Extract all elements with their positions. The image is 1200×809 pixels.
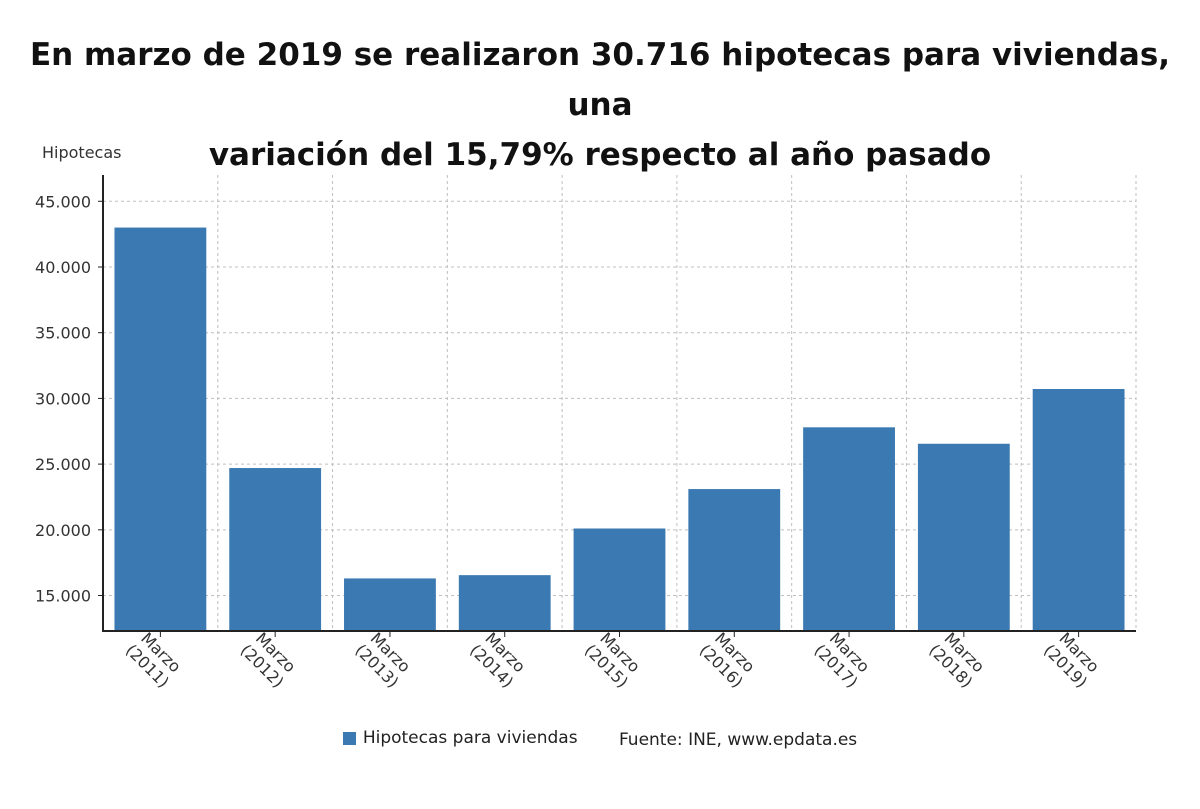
y-tick-label: 45.000 (35, 192, 91, 211)
bar (917, 443, 1010, 631)
axes (98, 175, 1136, 637)
bar (1032, 388, 1125, 631)
x-tick-label: Marzo(2016) (696, 627, 761, 692)
source-note: Fuente: INE, www.epdata.es (619, 730, 857, 750)
bar (803, 427, 895, 631)
x-tick-label: Marzo(2018) (925, 627, 990, 692)
legend-item: Hipotecas para viviendas (342, 728, 578, 748)
bars (114, 227, 1125, 632)
chart-title-line-1: En marzo de 2019 se realizaron 30.716 hi… (29, 37, 1171, 123)
y-tick-label: 20.000 (35, 521, 91, 540)
bar (114, 227, 207, 632)
x-tick-label: Marzo(2014) (466, 627, 531, 692)
chart-title: En marzo de 2019 se realizaron 30.716 hi… (0, 30, 1200, 180)
bar (229, 468, 322, 631)
y-tick-labels: 15.000 20.000 25.000 30.000 35.000 40.000 45.0… (35, 192, 91, 605)
x-tick-label: Marzo(2015) (581, 627, 646, 692)
y-tick-label: 40.000 (35, 258, 91, 277)
x-tick-label: Marzo(2011) (122, 627, 187, 692)
bar (458, 575, 551, 631)
x-tick-label: Marzo(2013) (351, 627, 416, 692)
x-tick-label: Marzo(2012) (237, 627, 302, 692)
y-tick-label: 30.000 (35, 389, 91, 408)
legend: Hipotecas para viviendas Fuente: INE, ww… (0, 728, 1200, 750)
legend-swatch (342, 731, 356, 745)
y-tick-label: 35.000 (35, 324, 91, 343)
bar (344, 578, 436, 631)
y-tick-label: 15.000 (35, 587, 91, 606)
source-text: Fuente: INE, www.epdata.es (618, 729, 858, 750)
y-tick-label: 25.000 (35, 455, 91, 474)
chart-title-line-2: variación del 15,79% respecto al año pas… (208, 137, 992, 173)
legend-label: Hipotecas para viviendas (362, 728, 578, 748)
bar (573, 528, 666, 631)
bar (688, 489, 781, 631)
y-axis-label: Hipotecas (42, 143, 121, 162)
x-tick-labels: Marzo(2011) Marzo(2012) Marzo(2013) Marzo(2… (122, 627, 1105, 692)
x-tick-label: Marzo(2019) (1040, 627, 1105, 692)
x-tick-label: Marzo(2017) (811, 627, 876, 692)
